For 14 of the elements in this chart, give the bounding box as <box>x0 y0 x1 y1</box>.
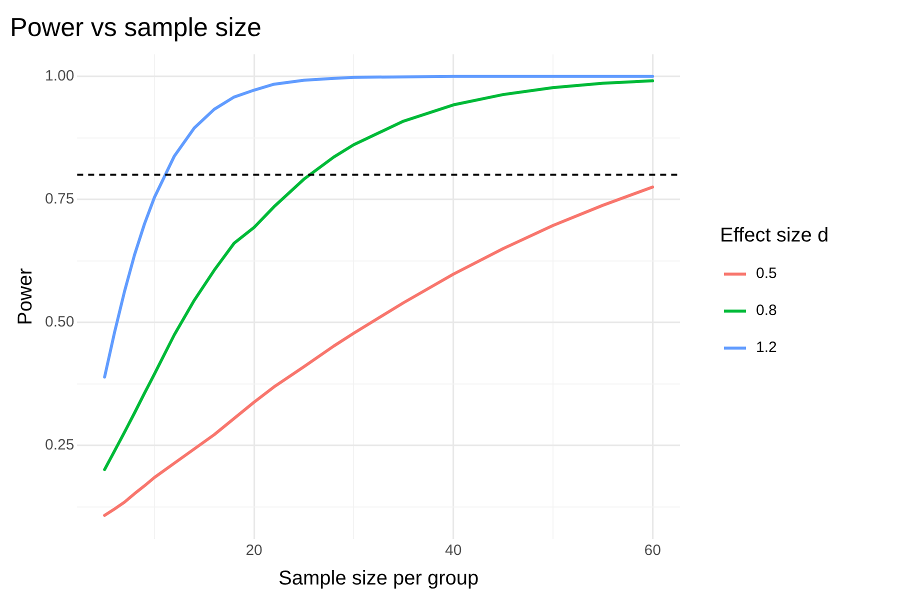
legend-title: Effect size d <box>720 224 829 247</box>
y-tick-label: 0.25 <box>44 436 74 454</box>
legend-label: 0.8 <box>756 302 777 320</box>
chart-title: Power vs sample size <box>10 12 262 42</box>
x-tick-label: 40 <box>444 542 462 560</box>
y-tick-label: 1.00 <box>44 67 74 84</box>
legend-label: 0.5 <box>756 265 777 282</box>
y-tick-label: 0.50 <box>44 314 74 331</box>
x-tick-label: 60 <box>644 542 661 560</box>
x-axis-title: Sample size per group <box>278 568 479 590</box>
y-tick-label: 0.75 <box>44 190 74 208</box>
legend-label: 1.2 <box>756 339 777 356</box>
x-tick-label: 20 <box>246 542 262 560</box>
y-axis-title: Power <box>14 268 37 325</box>
